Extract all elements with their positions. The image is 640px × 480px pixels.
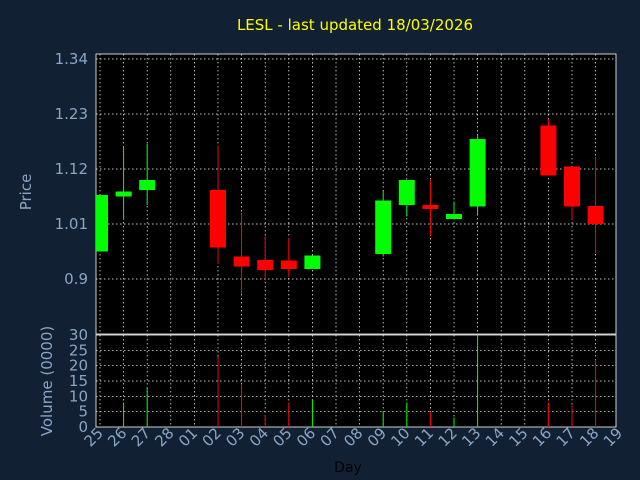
volume-tick-label: 5 <box>78 403 88 421</box>
x-tick-labels: 2526272801020304050607080910111213141516… <box>81 424 626 450</box>
candle-body <box>115 191 132 197</box>
price-tick-label: 1.23 <box>55 105 88 123</box>
candle-body <box>210 190 226 248</box>
candle-body <box>564 166 580 207</box>
volume-tick-label: 10 <box>69 387 88 405</box>
candle-body <box>398 180 415 205</box>
price-tick-labels: 1.34 1.23 1.12 1.01 0.9 <box>55 50 88 288</box>
volume-tick-label: 30 <box>69 326 88 344</box>
price-panel <box>95 53 617 335</box>
candle-body <box>587 206 604 224</box>
y-axis-label: Price <box>17 174 35 211</box>
candle-body <box>446 214 462 219</box>
candle-body <box>139 180 156 190</box>
price-tick-label: 1.12 <box>55 160 88 178</box>
x-axis-label: Day <box>334 460 362 476</box>
volume-tick-label: 0 <box>78 418 88 436</box>
candle-body <box>375 200 392 254</box>
candle-body <box>96 195 108 252</box>
candle-body <box>304 255 321 269</box>
volume-tick-label: 20 <box>69 357 88 375</box>
price-tick-label: 1.34 <box>55 50 88 68</box>
candle-body <box>280 260 297 269</box>
candle-body <box>233 256 250 267</box>
price-tick-label: 0.9 <box>64 270 88 288</box>
volume-axis-label: Volume (0000) <box>38 326 56 436</box>
candle-body <box>422 205 439 209</box>
volume-bars <box>123 335 597 427</box>
candles <box>96 119 604 294</box>
candle-body <box>257 260 274 270</box>
candle-body <box>540 125 557 176</box>
candle-body <box>469 139 486 207</box>
volume-tick-label: 15 <box>69 372 88 390</box>
price-tick-label: 1.01 <box>55 215 88 233</box>
volume-tick-label: 25 <box>69 341 88 359</box>
chart-title: LESL - last updated 18/03/2026 <box>237 16 473 34</box>
